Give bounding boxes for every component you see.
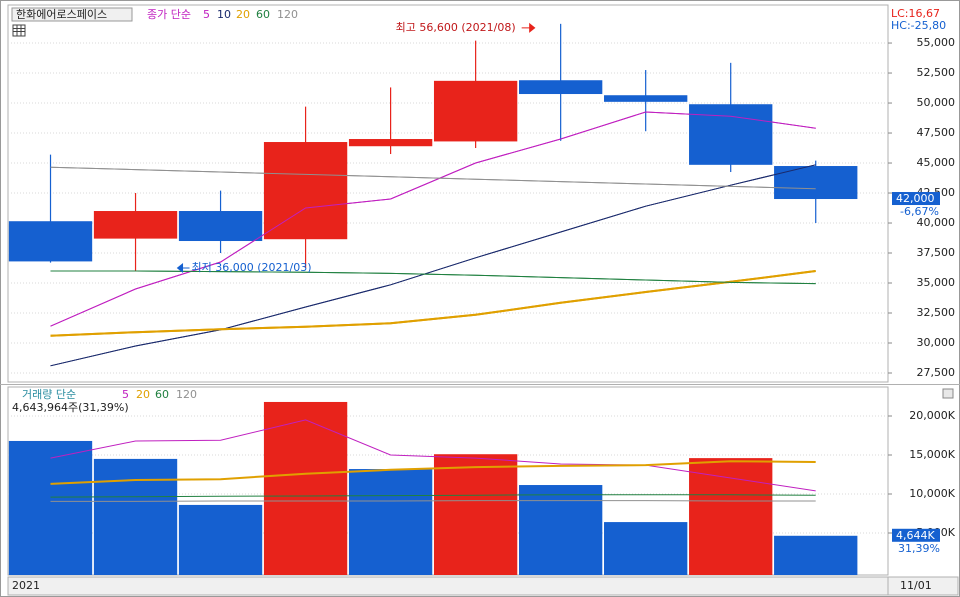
title-box[interactable] [11, 7, 133, 22]
ma-line [50, 164, 816, 367]
high-arrow [521, 22, 536, 33]
y-tick-label: 40,000 [917, 216, 956, 229]
volume-bar [348, 469, 433, 575]
legend-entry: 60 [155, 388, 169, 401]
legend-entry: 120 [176, 388, 197, 401]
volume-bar [774, 535, 858, 575]
candle-body [433, 80, 518, 142]
ma-line [50, 166, 816, 190]
volume-bar [604, 522, 688, 575]
y-tick-label: 37,500 [917, 246, 956, 259]
ma-line [50, 270, 816, 337]
price-panel [7, 4, 889, 383]
table-icon[interactable] [12, 24, 26, 37]
candle-body [178, 211, 263, 242]
volume-marker-label: 4,644K [896, 529, 935, 542]
y-tick-label: 10,000K [909, 487, 955, 500]
ma-line [50, 460, 816, 485]
legend-entry: 5 [203, 8, 210, 21]
y-tick-label: 30,000 [917, 336, 956, 349]
candle-body [518, 80, 603, 95]
chart-title: 한화에어로스페이스 [16, 8, 107, 21]
ma-line [50, 270, 816, 285]
y-tick-label: 27,500 [917, 366, 956, 379]
y-tick-label: 35,000 [917, 276, 956, 289]
ma-line [50, 500, 816, 502]
candle-body [689, 104, 773, 165]
hc-label: HC:-25,80 [891, 19, 946, 32]
y-tick-label: 32,500 [917, 306, 956, 319]
candle-body [604, 95, 688, 102]
ma-line [50, 494, 816, 498]
table-icon-lines [13, 25, 25, 36]
x-label: 2021 [12, 579, 40, 592]
legend-entry: 5 [122, 388, 129, 401]
volume-info: 4,643,964주(31,39%) [12, 401, 129, 414]
volume-bar [93, 458, 178, 575]
candle-body [348, 139, 433, 147]
change-label: -6,67% [900, 205, 939, 218]
price-marker-label: 42,000 [896, 192, 935, 205]
ma-line [50, 419, 816, 492]
lc-label: LC:16,67 [891, 7, 940, 20]
ratio-label: 31,39% [898, 542, 940, 555]
volume-bar [689, 458, 773, 575]
low-annotation: 최저 36,000 (2021/03) [192, 261, 312, 274]
legend-entry: 120 [277, 8, 298, 21]
legend-entry: 60 [256, 8, 270, 21]
y-tick-label: 20,000K [909, 409, 955, 422]
panel-button[interactable] [942, 388, 954, 399]
ma-line [50, 111, 816, 327]
volume-bar [433, 454, 518, 575]
y-tick-label: 47,500 [917, 126, 956, 139]
price-marker [892, 192, 940, 206]
volume-bar [263, 401, 348, 575]
legend-entry: 20 [136, 388, 150, 401]
volume-bar [178, 504, 263, 575]
y-tick-label: 50,000 [917, 96, 956, 109]
ma-label: 종가 단순 [147, 8, 191, 21]
y-tick-label: 15,000K [909, 448, 955, 461]
candle-body [263, 142, 348, 240]
x-label: 11/01 [900, 579, 932, 592]
high-annotation: 최고 56,600 (2021/08) [396, 21, 516, 34]
candle-body [8, 221, 93, 262]
y-tick-label: 55,000 [917, 36, 956, 49]
time-axis [7, 576, 959, 596]
y-tick-label: 45,000 [917, 156, 956, 169]
volume-bar [8, 440, 93, 575]
y-tick-label: 52,500 [917, 66, 956, 79]
candle-body [774, 166, 858, 200]
volume-title: 거래량 단순 [22, 388, 76, 401]
candle-body [93, 211, 178, 239]
low-arrow [176, 262, 190, 274]
volume-marker [892, 528, 940, 542]
volume-bar [518, 485, 603, 575]
legend-entry: 10 [217, 8, 231, 21]
legend-entry: 20 [236, 8, 250, 21]
